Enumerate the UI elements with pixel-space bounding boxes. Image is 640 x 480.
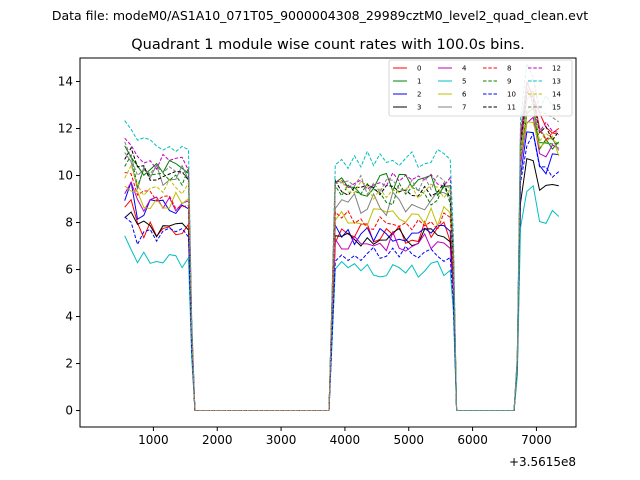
y-tick-label: 12: [58, 122, 73, 136]
y-tick-label: 10: [58, 169, 73, 183]
x-tick-label: 5000: [393, 433, 424, 447]
legend-box: [388, 59, 573, 117]
legend-label-13: 13: [552, 78, 561, 86]
x-tick-label: 6000: [457, 433, 488, 447]
x-tick-label: 3000: [266, 433, 297, 447]
x-axis: 1000 2000 3000 4000 5000 6000 7000: [138, 427, 552, 447]
y-tick-label: 6: [65, 263, 73, 277]
legend-label-8: 8: [507, 65, 511, 73]
plot-area-frame: [79, 57, 577, 428]
series-line-11: [124, 91, 560, 411]
chart-title: Quadrant 1 module wise count rates with …: [131, 37, 525, 53]
data-file-caption: Data file: modeM0/AS1A10_071T05_90000043…: [52, 8, 588, 23]
legend-label-15: 15: [552, 104, 561, 112]
legend-label-5: 5: [462, 78, 466, 86]
legend-label-0: 0: [417, 65, 421, 73]
legend-label-1: 1: [417, 78, 421, 86]
y-tick-label: 8: [65, 216, 73, 230]
legend-label-3: 3: [417, 104, 421, 112]
x-tick-label: 2000: [202, 433, 233, 447]
legend-label-4: 4: [462, 65, 467, 73]
y-tick-label: 0: [65, 404, 73, 418]
y-tick-label: 2: [65, 357, 73, 371]
legend-label-9: 9: [507, 78, 511, 86]
series-line-5: [124, 184, 560, 411]
y-tick-label: 4: [65, 310, 73, 324]
legend-label-11: 11: [507, 104, 516, 112]
series-line-15: [124, 77, 560, 411]
series-line-14: [124, 106, 560, 411]
x-offset-label: +3.5615e8: [509, 455, 576, 469]
x-tick-label: 4000: [330, 433, 361, 447]
legend-label-2: 2: [417, 91, 421, 99]
x-tick-label: 7000: [521, 433, 552, 447]
legend-label-6: 6: [462, 91, 467, 99]
legend-label-7: 7: [462, 104, 466, 112]
y-tick-label: 14: [58, 75, 73, 89]
x-tick-label: 1000: [138, 433, 169, 447]
legend-label-12: 12: [552, 65, 561, 73]
series-layer: [124, 61, 560, 411]
legend-label-14: 14: [552, 91, 561, 99]
series-line-10: [124, 132, 560, 411]
legend-label-10: 10: [507, 91, 516, 99]
series-line-8: [124, 90, 559, 411]
y-axis: 0 2 4 6 8 10 12 14: [58, 75, 80, 418]
series-line-13: [124, 61, 560, 411]
